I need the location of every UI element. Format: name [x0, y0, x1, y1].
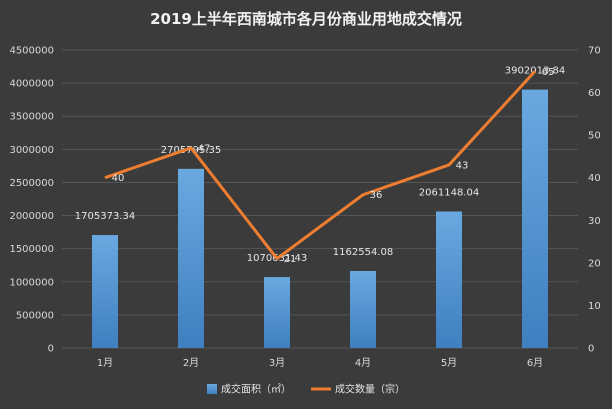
left-axis: 0 500000 1000000 1500000 2000000 2500000 30000… [9, 46, 54, 355]
left-tick-label: 3500000 [9, 112, 54, 123]
x-tick-label: 5月 [441, 357, 457, 369]
gridlines [62, 49, 578, 349]
x-axis: 1月 2月 3月 4月 5月 6月 [97, 357, 543, 369]
right-tick-label: 10 [588, 301, 601, 312]
bar-data-label: 1705373.34 [75, 211, 135, 222]
line-series: 40 47 21 36 43 65 [104, 67, 555, 265]
left-tick-label: 1500000 [9, 244, 54, 255]
right-tick-label: 70 [588, 46, 601, 57]
bar [350, 271, 376, 348]
left-tick-label: 4000000 [9, 79, 54, 90]
bar [436, 211, 462, 348]
legend: 成交面积（㎡） 成交数量（宗） [207, 383, 405, 396]
left-tick-label: 1000000 [9, 277, 54, 288]
line-path [104, 70, 537, 261]
right-tick-label: 60 [588, 88, 601, 99]
line-data-label: 65 [542, 67, 555, 78]
legend-label-line: 成交数量（宗） [335, 383, 405, 396]
line-data-label: 36 [370, 190, 383, 201]
legend-swatch-bar [207, 384, 217, 394]
bar-series: 1705373.342705795.351070631.431162554.08… [75, 66, 565, 348]
bar [264, 277, 290, 348]
line-data-label: 47 [198, 143, 211, 154]
x-tick-label: 6月 [527, 357, 543, 369]
line-data-label: 40 [112, 173, 125, 184]
bar-data-label: 3902013.84 [505, 66, 565, 77]
chart-title: 2019上半年西南城市各月份商业用地成交情况 [150, 10, 462, 28]
x-tick-label: 4月 [355, 357, 371, 369]
left-tick-label: 4500000 [9, 46, 54, 57]
bar [178, 168, 204, 348]
bar [522, 89, 548, 348]
left-tick-label: 0 [48, 344, 54, 355]
x-tick-label: 3月 [269, 357, 285, 369]
legend-label-bar: 成交面积（㎡） [221, 383, 291, 396]
bar-data-label: 1162554.08 [333, 247, 393, 258]
right-tick-label: 30 [588, 216, 601, 227]
x-tick-label: 1月 [97, 357, 113, 369]
left-tick-label: 2000000 [9, 211, 54, 222]
right-tick-label: 20 [588, 258, 601, 269]
bar-data-label: 2061148.04 [419, 188, 479, 199]
right-tick-label: 40 [588, 173, 601, 184]
left-tick-label: 3000000 [9, 145, 54, 156]
left-tick-label: 500000 [16, 310, 54, 321]
x-tick-label: 2月 [183, 357, 199, 369]
right-tick-label: 0 [588, 344, 594, 355]
right-tick-label: 50 [588, 131, 601, 142]
left-tick-label: 2500000 [9, 178, 54, 189]
right-axis: 0 10 20 30 40 50 60 70 [588, 46, 601, 355]
line-data-label: 21 [284, 254, 297, 265]
line-data-label: 43 [456, 160, 469, 171]
bar [92, 235, 118, 348]
